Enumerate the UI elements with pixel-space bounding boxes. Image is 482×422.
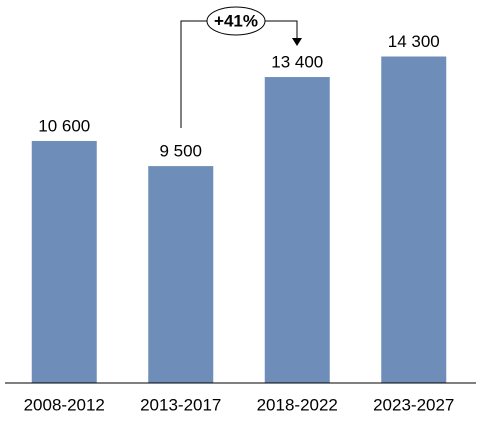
annotation-connector	[180, 20, 207, 128]
value-label: 9 500	[159, 142, 202, 161]
x-tick-label: 2008-2012	[24, 395, 105, 414]
annotation-bubble	[206, 6, 266, 36]
x-tick-label: 2013-2017	[140, 395, 221, 414]
annotation: +41%	[214, 11, 258, 30]
annotation-connector	[265, 20, 298, 40]
bar	[31, 140, 97, 383]
bar	[264, 77, 330, 383]
value-label: 13 400	[271, 53, 323, 72]
x-tick-label: 2023-2027	[373, 395, 454, 414]
bar	[148, 166, 214, 383]
x-tick-label: 2018-2022	[257, 395, 338, 414]
annotation-arrowhead	[292, 38, 302, 46]
value-label: 10 600	[38, 116, 90, 135]
bar	[381, 56, 447, 383]
value-label: 14 300	[388, 32, 440, 51]
